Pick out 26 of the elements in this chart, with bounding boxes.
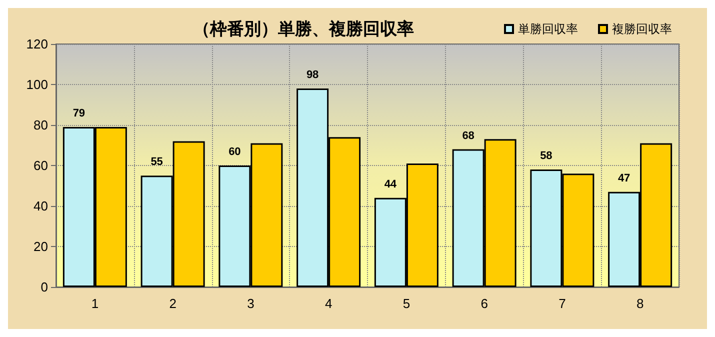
y-tick-label: 20 xyxy=(34,239,48,254)
legend-label: 単勝回収率 xyxy=(518,22,578,36)
data-label: 47 xyxy=(618,172,630,184)
x-tick-label: 3 xyxy=(247,296,254,311)
y-tick-label: 0 xyxy=(40,280,48,294)
x-tick-label: 8 xyxy=(636,296,644,311)
x-tick-label: 2 xyxy=(169,296,176,311)
x-tick-label: 1 xyxy=(91,296,99,311)
y-tick-label: 120 xyxy=(26,36,48,52)
data-label: 79 xyxy=(72,108,86,120)
data-label: 58 xyxy=(540,150,552,162)
x-tick-label: 4 xyxy=(324,296,332,311)
data-label: 55 xyxy=(150,156,163,168)
y-tick-label: 80 xyxy=(34,118,48,132)
x-tick-label: 5 xyxy=(402,296,410,311)
data-label: 44 xyxy=(384,178,398,190)
x-tick-label: 7 xyxy=(558,296,566,311)
y-tick-label: 100 xyxy=(26,77,48,92)
x-tick-label: 6 xyxy=(480,296,488,311)
legend-label: 複勝回収率 xyxy=(612,22,672,36)
data-label: 60 xyxy=(228,146,241,158)
data-label: 98 xyxy=(306,69,319,82)
y-tick-label: 40 xyxy=(34,198,48,214)
data-label: 68 xyxy=(462,130,474,142)
y-tick-label: 60 xyxy=(34,158,48,173)
chart-title: （枠番別）単勝、複勝回収率 xyxy=(193,20,414,40)
